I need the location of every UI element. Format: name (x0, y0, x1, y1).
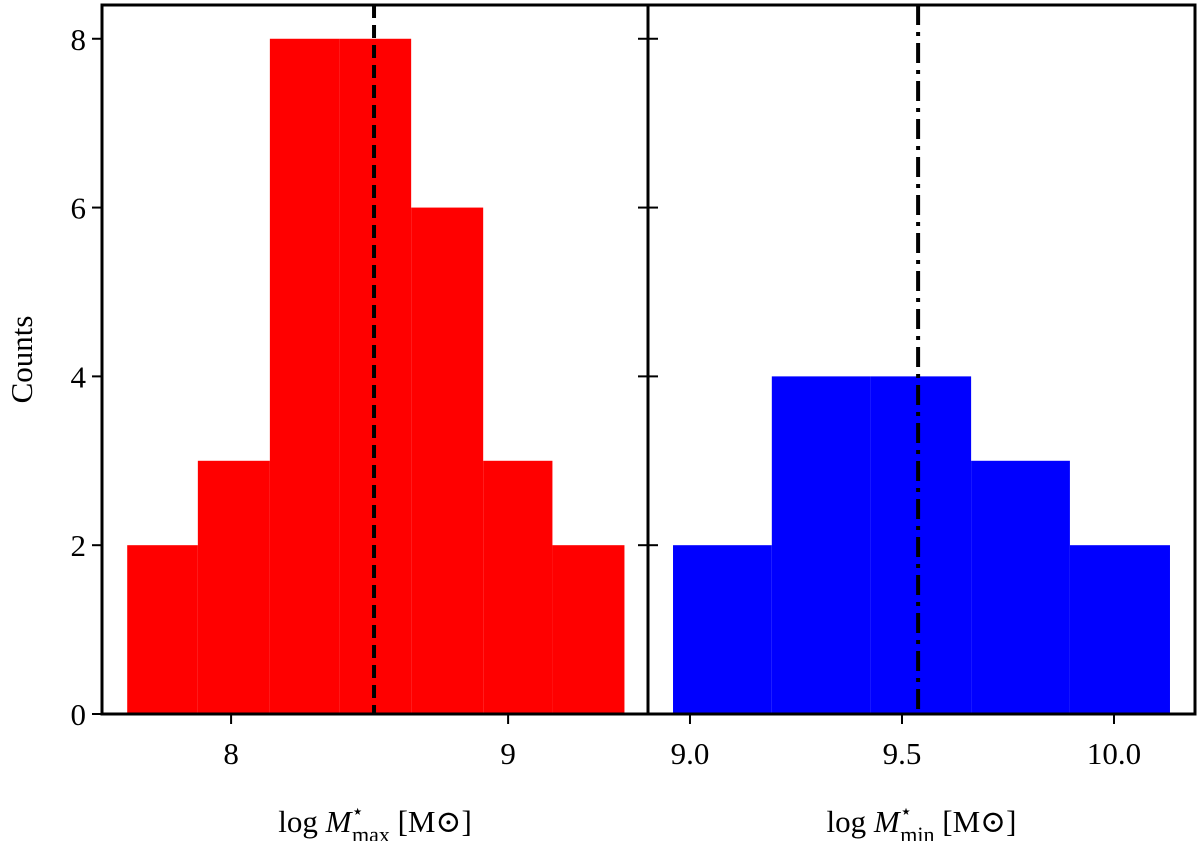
bar (269, 38, 340, 715)
bar (771, 376, 871, 714)
y-tick-label: 6 (71, 191, 87, 226)
x-label-sub: max (352, 822, 390, 841)
bar (1069, 545, 1170, 714)
x-label-unit: [M⊙] (935, 804, 1017, 839)
x-label-sup: ⋆ (900, 801, 913, 823)
axes-frame (646, 3, 1197, 716)
bar (411, 207, 484, 715)
bar (127, 545, 198, 714)
x-tick-label: 9.5 (883, 736, 922, 771)
y-tick-label: 8 (71, 22, 87, 57)
x-tick-label: 9 (500, 736, 516, 771)
y-tick-label: 4 (71, 359, 87, 394)
x-tick-label: 10.0 (1087, 736, 1141, 771)
x-tick-label: 9.0 (671, 736, 710, 771)
x-label-unit: [M⊙] (390, 804, 472, 839)
x-label-var: M (873, 804, 902, 839)
bar (197, 460, 270, 714)
bar (870, 376, 972, 714)
x-label-log: log (827, 804, 874, 839)
x-label-var: M (325, 804, 354, 839)
bar (673, 545, 772, 714)
x-label-sub: min (900, 822, 934, 841)
x-axis-label: log M⋆ min [M⊙] (827, 801, 1017, 841)
x-label-sup: ⋆ (351, 801, 364, 823)
x-axis-label: log M⋆ max [M⊙] (278, 801, 472, 841)
y-axis-label: Counts (4, 316, 39, 404)
bar (552, 545, 625, 714)
y-tick-label: 0 (71, 697, 87, 732)
y-tick-label: 2 (71, 528, 87, 563)
x-tick-label: 8 (223, 736, 239, 771)
bar (483, 460, 553, 714)
x-label-log: log (278, 804, 325, 839)
bar (971, 460, 1070, 714)
